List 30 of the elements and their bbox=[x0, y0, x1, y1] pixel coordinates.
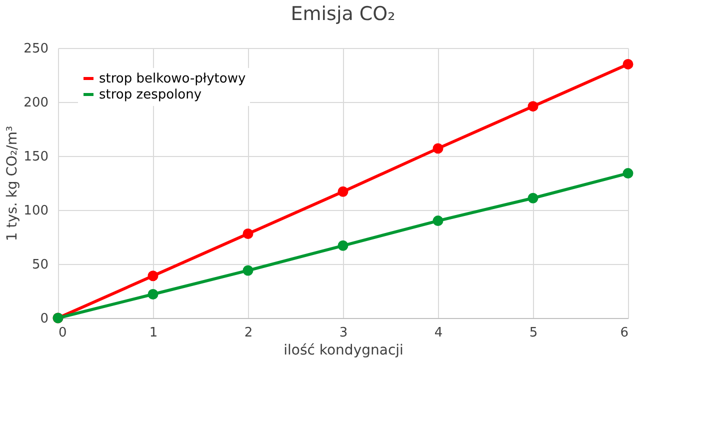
point bbox=[242, 228, 254, 239]
y-tick-label: 0 bbox=[40, 312, 48, 326]
x-tick-label: 1 bbox=[149, 326, 158, 340]
x-tick-label: 5 bbox=[529, 326, 538, 340]
point bbox=[338, 240, 348, 251]
y-axis-title: 1 tys. kg CO₂/m³ bbox=[4, 126, 21, 242]
y-tick-label: 150 bbox=[24, 150, 48, 164]
y-tick-label: 100 bbox=[24, 204, 48, 218]
y-tick-label: 200 bbox=[24, 96, 48, 110]
x-tick-label: 4 bbox=[434, 326, 443, 340]
chart-title: Emisja CO₂ bbox=[290, 3, 396, 25]
x-tick-label: 3 bbox=[339, 326, 348, 340]
point bbox=[432, 143, 444, 154]
x-tick-label: 6 bbox=[620, 326, 628, 340]
point bbox=[528, 192, 538, 204]
x-axis-title: ilość kondygnacji bbox=[284, 342, 404, 358]
point bbox=[528, 101, 538, 112]
point bbox=[622, 58, 634, 70]
legend-label: strop belkowo-płytowy bbox=[99, 72, 246, 86]
y-tick-label: 250 bbox=[24, 42, 48, 56]
point bbox=[242, 265, 254, 276]
legend-label: strop zespolony bbox=[99, 88, 202, 102]
point bbox=[148, 270, 158, 282]
point bbox=[148, 289, 158, 300]
point bbox=[432, 216, 444, 226]
x-tick-label: 0 bbox=[58, 326, 67, 340]
y-tick-label: 50 bbox=[32, 258, 48, 272]
x-tick-label: 2 bbox=[244, 326, 253, 340]
point bbox=[338, 186, 348, 197]
point bbox=[622, 168, 634, 179]
